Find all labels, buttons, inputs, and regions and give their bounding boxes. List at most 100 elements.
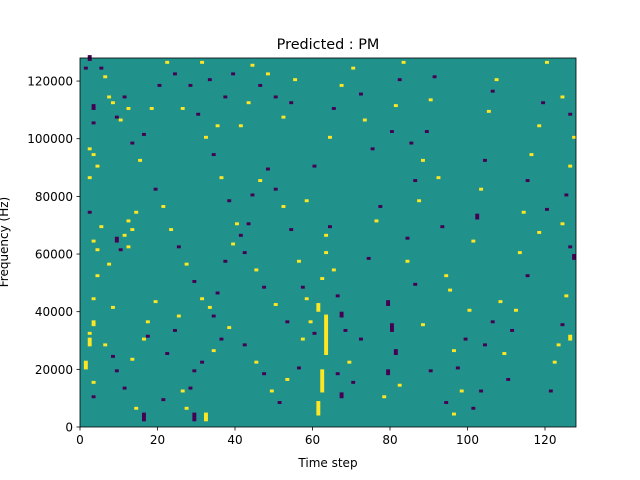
heatmap-cell	[200, 360, 205, 364]
heatmap-cell	[564, 193, 569, 197]
heatmap-cell	[432, 75, 437, 79]
heatmap-cell	[246, 101, 251, 105]
heatmap-cell	[231, 242, 236, 246]
heatmap-cell	[130, 141, 135, 145]
heatmap-cell	[525, 179, 530, 183]
heatmap-cell	[238, 124, 243, 128]
heatmap-cell	[405, 236, 410, 240]
heatmap-cell	[514, 308, 518, 312]
heatmap-cell	[91, 153, 96, 157]
heatmap-cell	[300, 337, 305, 341]
x-tick-label: 80	[382, 433, 397, 447]
heatmap-cell	[266, 167, 270, 171]
heatmap-cell	[564, 294, 569, 298]
heatmap-cell	[122, 233, 127, 237]
heatmap-cell	[91, 121, 96, 125]
heatmap-cell	[545, 60, 549, 64]
heatmap-cell	[386, 369, 391, 376]
heatmap-cell	[483, 158, 487, 162]
heatmap-cell	[471, 406, 476, 410]
heatmap-cell	[107, 262, 112, 266]
heatmap-cell	[157, 83, 162, 87]
heatmap-cell	[142, 412, 146, 422]
heatmap-cell	[145, 320, 150, 324]
heatmap-cell	[455, 366, 460, 370]
heatmap-cell	[192, 279, 197, 283]
heatmap-cell	[424, 130, 429, 133]
heatmap-cell	[409, 141, 414, 145]
heatmap-cell	[552, 360, 557, 364]
heatmap-cell	[471, 239, 476, 243]
heatmap-cell	[91, 239, 96, 243]
heatmap-cell	[401, 60, 406, 64]
heatmap-cell	[331, 107, 336, 110]
heatmap-cell	[320, 369, 325, 393]
heatmap-cell	[153, 187, 158, 191]
heatmap-cell	[506, 377, 511, 381]
heatmap-cell	[184, 262, 189, 266]
heatmap-cell	[103, 75, 108, 79]
heatmap-cell	[223, 95, 228, 99]
heatmap-cell	[494, 78, 499, 82]
heatmap-cell	[211, 349, 216, 353]
heatmap-cell	[122, 386, 127, 390]
heatmap-cell	[95, 248, 100, 252]
y-tick-label: 120000	[27, 75, 73, 89]
heatmap-cell	[285, 320, 290, 324]
heatmap-cell	[362, 118, 367, 122]
heatmap-cell	[111, 354, 115, 358]
heatmap-cell	[502, 352, 507, 355]
heatmap-cell	[242, 251, 247, 255]
x-tick-label: 100	[456, 433, 479, 447]
heatmap-cell	[145, 334, 150, 338]
heatmap-cell	[479, 187, 484, 191]
heatmap-cell	[192, 369, 197, 373]
heatmap-cell	[459, 389, 464, 393]
heatmap-cell	[328, 135, 332, 139]
heatmap-cell	[537, 230, 542, 234]
heatmap-cell	[188, 83, 193, 87]
heatmap-cell	[161, 398, 166, 402]
heatmap-cell	[142, 337, 146, 341]
heatmap-cell	[95, 164, 100, 168]
heatmap-cell	[300, 285, 305, 289]
heatmap-cell	[196, 112, 201, 116]
heatmap-cell	[289, 101, 294, 105]
heatmap-cell	[359, 337, 363, 341]
y-tick-label: 40000	[35, 305, 73, 319]
heatmap-cell	[254, 360, 259, 364]
y-tick-label: 100000	[27, 132, 73, 146]
heatmap-cell	[149, 107, 154, 110]
heatmap-cell	[467, 308, 472, 312]
heatmap-cell	[293, 78, 298, 82]
heatmap-cell	[440, 225, 445, 229]
heatmap-cell	[479, 389, 484, 393]
heatmap-cell	[91, 104, 96, 110]
heatmap-cell	[87, 337, 92, 347]
heatmap-cell	[87, 176, 92, 180]
heatmap-cell	[192, 412, 197, 422]
heatmap-cell	[421, 158, 425, 162]
heatmap-cell	[428, 98, 433, 102]
heatmap-cell	[134, 210, 139, 214]
heatmap-cell	[165, 352, 170, 355]
heatmap-cell	[118, 118, 123, 122]
heatmap-cell	[242, 343, 247, 347]
heatmap-cell	[173, 328, 177, 332]
y-axis: 0 20000 40000 60000 80000 100000 120000	[27, 75, 80, 435]
heatmap-cell	[153, 300, 158, 304]
heatmap-cell	[339, 83, 344, 87]
heatmap-cell	[169, 228, 174, 232]
heatmap-cell	[173, 72, 177, 76]
heatmap-cell	[87, 147, 92, 151]
heatmap-cell	[180, 107, 185, 110]
heatmap-cell	[548, 389, 553, 393]
heatmap-cell	[366, 256, 371, 260]
heatmap-cell	[428, 369, 433, 373]
heatmap-cell	[335, 294, 340, 298]
heatmap-cell	[83, 360, 88, 370]
heatmap-cell	[219, 337, 224, 341]
heatmap-cell	[130, 228, 135, 232]
heatmap-cell	[87, 331, 92, 335]
heatmap-cell	[490, 89, 495, 93]
